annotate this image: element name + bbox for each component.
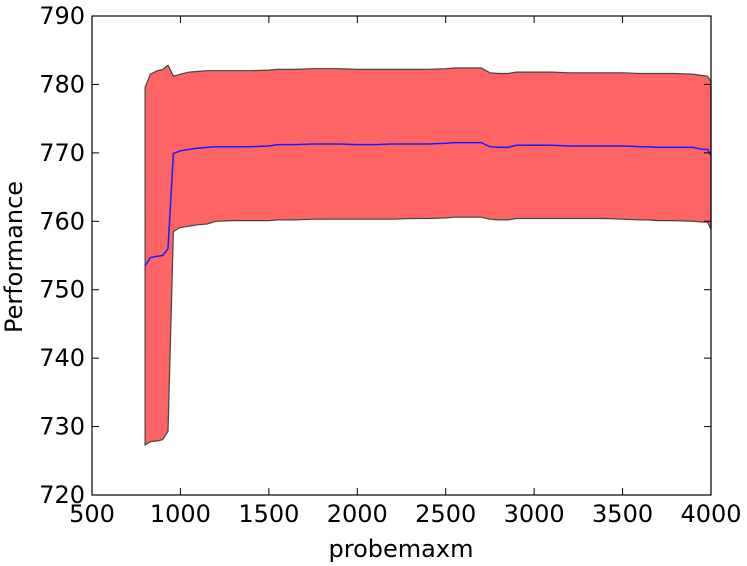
x-tick-label: 2500 [415, 500, 476, 528]
y-axis-label: Performance [0, 181, 28, 333]
y-tick-label: 730 [39, 413, 85, 441]
axes-frame [91, 15, 712, 496]
confidence-band [144, 64, 712, 447]
x-tick-label: 500 [69, 500, 115, 528]
x-tick-label: 3500 [592, 500, 653, 528]
y-tick-label: 740 [39, 344, 85, 372]
x-axis-ticks: 500 1000 1500 2000 2500 3000 3500 4000 [69, 16, 742, 528]
y-axis-ticks: 720 730 740 750 760 770 780 790 [39, 2, 711, 509]
mean-line [144, 141, 712, 267]
y-tick-label: 780 [39, 70, 85, 98]
y-tick-label: 750 [39, 276, 85, 304]
x-axis-label: probemaxm [329, 535, 474, 563]
y-tick-label: 760 [39, 207, 85, 235]
x-tick-label: 2000 [327, 500, 388, 528]
plot-area [91, 15, 712, 496]
x-tick-label: 4000 [680, 500, 741, 528]
y-tick-label: 790 [39, 2, 85, 30]
x-tick-label: 3000 [504, 500, 565, 528]
y-tick-label: 720 [39, 481, 85, 509]
y-tick-label: 770 [39, 139, 85, 167]
x-tick-label: 1500 [238, 500, 299, 528]
x-tick-label: 1000 [150, 500, 211, 528]
